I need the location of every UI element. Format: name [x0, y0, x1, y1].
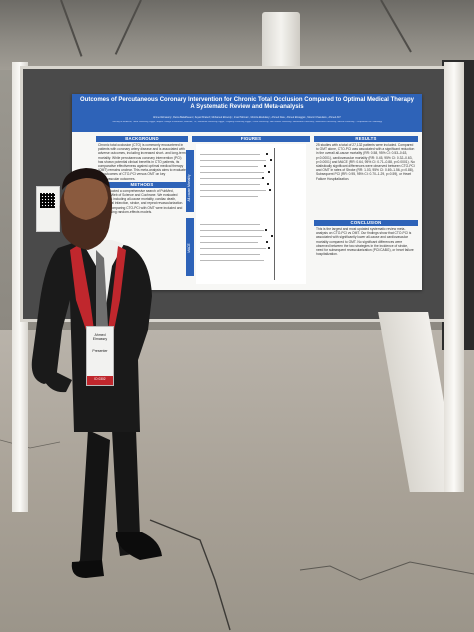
forest-plot-row	[200, 242, 258, 243]
forest-plot-row	[200, 254, 260, 255]
forest-plot-axis	[274, 148, 275, 280]
right-leg	[112, 430, 146, 556]
lanyard-left	[70, 244, 94, 330]
forest-plot-figure	[196, 144, 306, 284]
poster-title: Outcomes of Percutaneous Coronary Interv…	[76, 97, 418, 111]
forest-plot-row	[200, 184, 260, 185]
forest-plot-row	[200, 248, 266, 249]
qr-card	[36, 186, 60, 232]
section-methods-header: METHODS	[96, 181, 188, 188]
hair	[62, 168, 110, 190]
forest-plot-row	[200, 178, 262, 179]
section-figures-header: FIGURES	[192, 136, 310, 142]
methods-text: We conducted a comprehensive search of P…	[98, 188, 184, 214]
board-post-right	[444, 62, 464, 492]
forest-plot-row	[200, 160, 266, 161]
forest-plot-point	[268, 171, 270, 173]
face	[64, 176, 108, 220]
poster-affiliations: ¹Faculty of Medicine, Tanta University, …	[111, 121, 382, 123]
results-text: 25 studies with a total of 27,132 patien…	[316, 143, 415, 181]
badge-name: Ahmed Elmassry	[92, 333, 108, 342]
section-results-header: RESULTS	[314, 136, 418, 142]
forest-plot-row	[200, 172, 264, 173]
forest-plot-point	[266, 241, 268, 243]
forest-plot-row	[200, 224, 260, 225]
left-arm	[40, 372, 72, 393]
left-shoe	[71, 560, 104, 578]
badge-id: ID 0302	[94, 377, 106, 381]
forest-plot-point	[268, 247, 270, 249]
forest-plot-point	[264, 165, 266, 167]
left-leg	[74, 430, 110, 575]
forest-plot-point	[265, 229, 267, 231]
right-shoe	[115, 532, 162, 560]
poster-authors: Ahmed Elmassry¹, Reina Balakhseen², Zeya…	[152, 116, 342, 119]
forest-plot-row	[200, 166, 258, 167]
lanyard-right	[108, 246, 126, 330]
convention-ceiling	[0, 0, 474, 70]
name-badge: Ahmed Elmassry Presenter ID 0302	[86, 326, 114, 386]
forest-plot-row	[200, 230, 264, 231]
forest-plot-row	[200, 196, 258, 197]
column-right: RESULTS 25 studies with a total of 27,13…	[314, 136, 418, 288]
forest-plot-point	[267, 183, 269, 185]
ceiling-pillar	[262, 12, 300, 72]
forest-plot-point	[266, 153, 268, 155]
forest-plot-point	[269, 189, 271, 191]
side-tab-mace: MACE	[186, 218, 194, 276]
poster-title-text: Outcomes of Percutaneous Coronary Interv…	[80, 97, 414, 103]
forest-plot-point	[270, 159, 272, 161]
section-conclusion-header: CONCLUSION	[314, 220, 418, 226]
forest-plot-row	[200, 154, 260, 155]
conclusion-text: This is the largest and most updated sys…	[316, 227, 414, 257]
badge-role: Presenter	[92, 349, 108, 353]
column-middle: FIGURES	[192, 136, 310, 142]
forest-plot-row	[200, 260, 264, 261]
forest-plot-row	[200, 190, 266, 191]
qr-code-icon	[40, 193, 55, 208]
badge-footer: ID 0302	[87, 376, 113, 385]
background-text: Chronic total occlusion (CTO) is commonl…	[98, 143, 186, 181]
poster-header: Outcomes of Percutaneous Coronary Interv…	[72, 94, 422, 132]
column-left: BACKGROUND Chronic total occlusion (CTO)…	[96, 136, 188, 215]
poster-subtitle: A Systematic Review and Meta-analysis	[190, 104, 304, 110]
floor-cracks	[0, 439, 474, 631]
forest-plot-row	[200, 236, 262, 237]
forest-plot-point	[271, 235, 273, 237]
section-background-header: BACKGROUND	[96, 136, 188, 142]
necktie	[96, 250, 108, 340]
side-tab-mortality: All-cause Mortality	[186, 150, 194, 212]
forest-plot-point	[262, 177, 264, 179]
